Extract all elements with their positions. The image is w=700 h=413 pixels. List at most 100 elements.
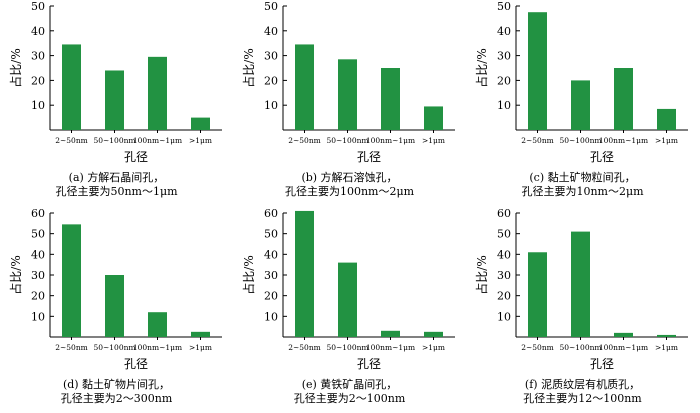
y-tick-label: 10 — [497, 99, 511, 112]
x-axis-label: 孔径 — [124, 357, 148, 371]
y-tick-label: 40 — [31, 248, 45, 261]
bar — [657, 334, 676, 337]
x-tick-label: 50~100nm — [559, 343, 601, 352]
x-tick-label: >1μm — [655, 343, 678, 352]
bar — [424, 106, 443, 130]
chart-caption: (a) 方解石晶间孔， 孔径主要为50nm～1μm — [0, 171, 233, 199]
bar — [381, 330, 400, 337]
bar — [614, 332, 633, 337]
x-tick-label: >1μm — [422, 136, 445, 145]
y-tick-label: 20 — [31, 74, 45, 87]
x-axis-label: 孔径 — [590, 150, 614, 164]
caption-title: (a) 方解石晶间孔， — [68, 171, 165, 184]
chart-caption: (e) 黄铁矿晶间孔， 孔径主要为2～100nm — [233, 378, 466, 406]
caption-note: 孔径主要为10nm～2μm — [521, 185, 644, 198]
y-axis-label: 占比/% — [8, 255, 23, 294]
x-tick-label: >1μm — [189, 343, 212, 352]
y-tick-label: 20 — [264, 290, 278, 303]
bar — [424, 331, 443, 337]
caption-note: 孔径主要为2～100nm — [293, 392, 406, 405]
bar — [148, 56, 167, 131]
caption-note: 孔径主要为100nm～2μm — [284, 185, 415, 198]
x-tick-label: 50~100nm — [326, 343, 368, 352]
bar — [62, 224, 81, 337]
x-tick-label: 50~100nm — [326, 136, 368, 145]
y-tick-label: 40 — [497, 248, 511, 261]
x-tick-label: 50~100nm — [93, 136, 135, 145]
x-tick-label: 2~50nm — [55, 136, 88, 145]
y-axis-label: 占比/% — [8, 48, 23, 87]
x-axis-label: 孔径 — [357, 357, 381, 371]
y-axis-label: 占比/% — [474, 48, 489, 87]
bar — [614, 68, 633, 130]
y-axis-label: 占比/% — [474, 255, 489, 294]
x-tick-label: >1μm — [189, 136, 212, 145]
chart-caption: (b) 方解石溶蚀孔， 孔径主要为100nm～2μm — [233, 171, 466, 199]
bar — [295, 44, 314, 130]
y-axis-label: 占比/% — [241, 48, 256, 87]
bar — [338, 262, 357, 337]
chart-caption: (d) 黏土矿物片间孔， 孔径主要为2～300nm — [0, 378, 233, 406]
x-tick-label: 100nm~1μm — [133, 343, 182, 352]
y-tick-label: 20 — [264, 74, 278, 87]
y-tick-label: 50 — [264, 0, 278, 13]
bar — [381, 68, 400, 130]
y-tick-label: 60 — [264, 207, 278, 220]
chart-caption: (c) 黏土矿物粒间孔， 孔径主要为10nm～2μm — [466, 171, 699, 199]
caption-note: 孔径主要为2～300nm — [60, 392, 173, 405]
y-tick-label: 30 — [31, 269, 45, 282]
x-axis-label: 孔径 — [357, 150, 381, 164]
bar — [191, 117, 210, 130]
caption-note: 孔径主要为50nm～1μm — [55, 185, 178, 198]
chart-caption: (f) 泥质纹层有机质孔， 孔径主要为12～100nm — [466, 378, 699, 406]
bar — [528, 252, 547, 337]
x-axis-label: 孔径 — [124, 150, 148, 164]
bar — [657, 108, 676, 130]
y-tick-label: 50 — [31, 228, 45, 241]
caption-title: (e) 黄铁矿晶间孔， — [301, 378, 398, 391]
y-tick-label: 30 — [497, 269, 511, 282]
x-tick-label: 100nm~1μm — [599, 136, 648, 145]
chart-panel-e: 10 20 30 40 50 60 占比/% 2~50nm 50~100nm 100nm~1μm >… — [233, 207, 466, 413]
bar — [148, 312, 167, 337]
x-tick-label: 100nm~1μm — [366, 136, 415, 145]
bar — [295, 210, 314, 337]
y-tick-label: 30 — [264, 50, 278, 63]
bar — [105, 275, 124, 337]
bar — [528, 12, 547, 131]
caption-title: (f) 泥质纹层有机质孔， — [524, 378, 641, 391]
y-tick-label: 20 — [31, 290, 45, 303]
x-tick-label: 2~50nm — [521, 136, 554, 145]
y-tick-label: 30 — [264, 269, 278, 282]
bar — [105, 70, 124, 130]
y-tick-label: 50 — [497, 0, 511, 13]
y-axis-label: 占比/% — [241, 255, 256, 294]
chart-panel-d: 10 20 30 40 50 60 占比/% 2~50nm 50~100nm 100nm~1μm >… — [0, 207, 233, 413]
y-tick-label: 10 — [497, 310, 511, 323]
y-tick-label: 20 — [497, 74, 511, 87]
x-tick-label: 2~50nm — [521, 343, 554, 352]
y-tick-label: 20 — [497, 290, 511, 303]
y-tick-label: 40 — [264, 25, 278, 38]
chart-panel-a: 10 20 30 40 50 占比/% 2~50nm 50~100nm 100nm~1μm >1μ… — [0, 0, 233, 206]
bar — [338, 59, 357, 130]
chart-panel-b: 10 20 30 40 50 占比/% 2~50nm 50~100nm 100nm~1μm >1μ… — [233, 0, 466, 206]
caption-note: 孔径主要为12～100nm — [523, 392, 642, 405]
y-tick-label: 10 — [264, 99, 278, 112]
y-tick-label: 10 — [31, 310, 45, 323]
bar — [571, 231, 590, 337]
x-tick-label: >1μm — [422, 343, 445, 352]
bar — [62, 44, 81, 130]
x-tick-label: >1μm — [655, 136, 678, 145]
y-tick-label: 10 — [264, 310, 278, 323]
caption-title: (c) 黏土矿物粒间孔， — [529, 171, 636, 184]
bar — [571, 80, 590, 130]
y-tick-label: 50 — [31, 0, 45, 13]
y-tick-label: 40 — [31, 25, 45, 38]
x-tick-label: 100nm~1μm — [599, 343, 648, 352]
x-tick-label: 100nm~1μm — [133, 136, 182, 145]
